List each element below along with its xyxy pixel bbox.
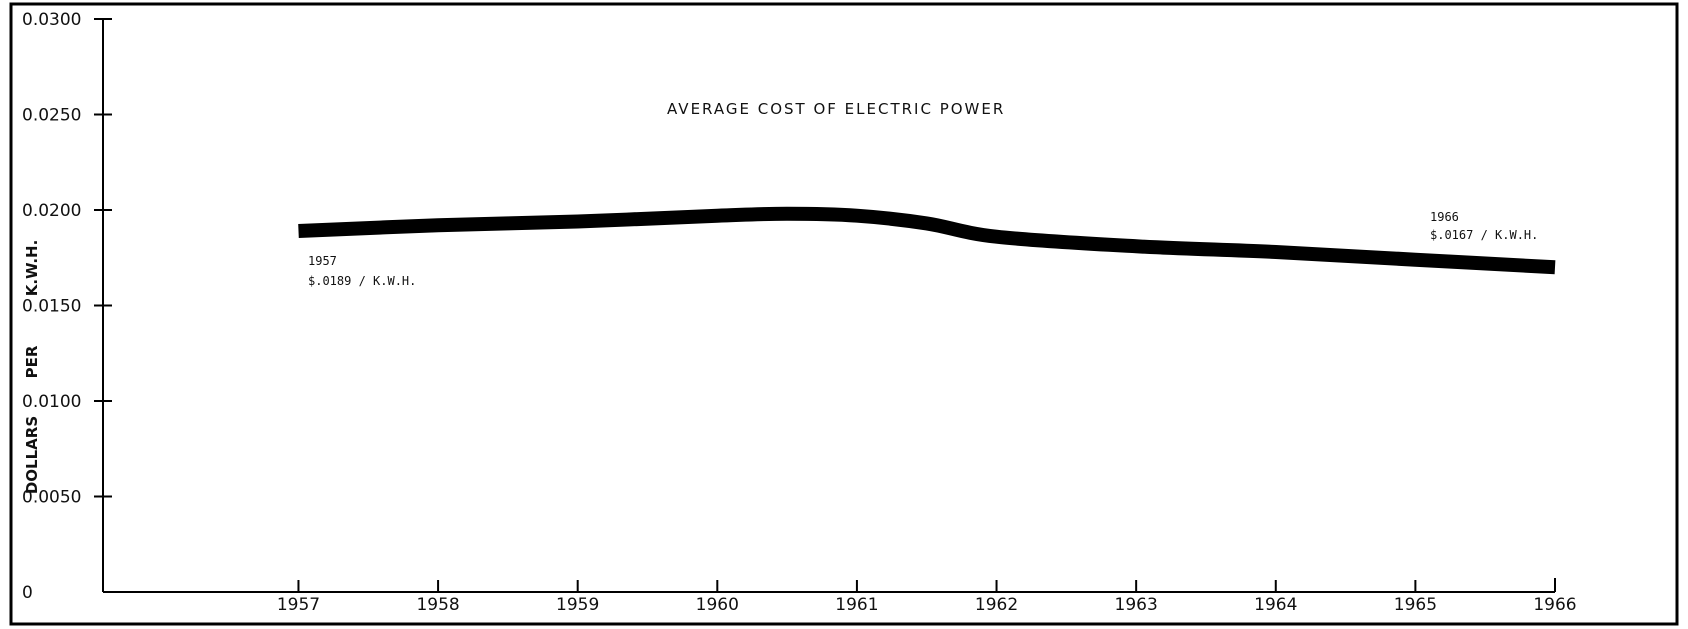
y-tick-label: 0.0100: [22, 392, 81, 412]
x-tick-label: 1964: [1254, 595, 1297, 615]
x-tick-label: 1958: [416, 595, 459, 615]
y-tick-label: 0.0150: [22, 297, 81, 317]
annotation-start-year: 1957: [308, 254, 337, 268]
x-axis-ticks: 1957 1958 1959 1960 1961 1962 1963 1964 1965 1966: [277, 580, 1577, 615]
annotation-end-value: $.0167 / K.W.H.: [1430, 228, 1538, 242]
chart-title: AVERAGE COST OF ELECTRIC POWER: [667, 100, 1005, 118]
y-tick-label: 0.0300: [22, 10, 81, 30]
x-tick-label: 1962: [975, 595, 1018, 615]
y-axis-label-word: K.W.H.: [23, 240, 41, 297]
annotation-start: 1957 $.0189 / K.W.H.: [308, 254, 416, 288]
annotation-end-year: 1966: [1430, 210, 1459, 224]
x-tick-label: 1963: [1115, 595, 1158, 615]
x-tick-label: 1965: [1394, 595, 1437, 615]
y-tick-label: 0.0250: [22, 106, 81, 126]
y-axis-ticks: 0 0.0050 0.0100 0.0150 0.0200 0.0250 0.0300: [22, 10, 112, 603]
x-tick-label: 1961: [835, 595, 878, 615]
y-axis-label-word: DOLLARS: [23, 416, 41, 494]
x-tick-label: 1959: [556, 595, 599, 615]
x-tick-label: 1966: [1533, 595, 1576, 615]
y-tick-label: 0: [22, 583, 33, 603]
x-tick-label: 1957: [277, 595, 320, 615]
y-tick-label: 0.0050: [22, 488, 81, 508]
y-axis-label-word: PER: [23, 345, 41, 378]
page-frame: [9, 2, 1679, 626]
series-line: [298, 206, 1556, 275]
y-axis-label: DOLLARS PER K.W.H.: [23, 240, 41, 494]
annotation-start-value: $.0189 / K.W.H.: [308, 274, 416, 288]
x-tick-label: 1960: [696, 595, 739, 615]
y-tick-label: 0.0200: [22, 201, 81, 221]
annotation-end: 1966 $.0167 / K.W.H.: [1430, 210, 1538, 242]
